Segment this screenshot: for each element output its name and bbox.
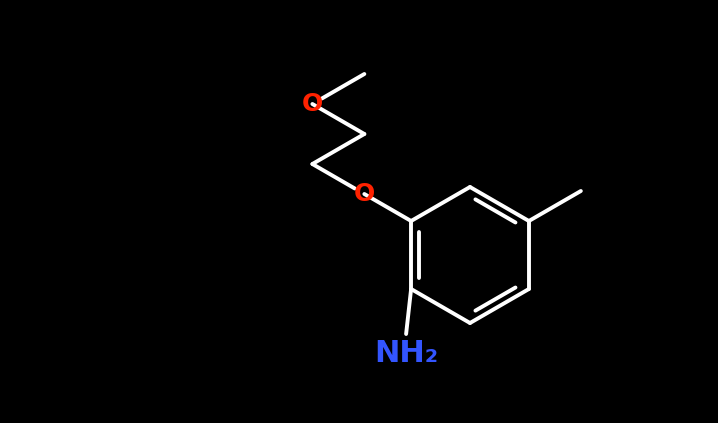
Text: O: O	[354, 182, 375, 206]
Text: NH₂: NH₂	[374, 339, 438, 368]
Text: O: O	[302, 92, 323, 116]
